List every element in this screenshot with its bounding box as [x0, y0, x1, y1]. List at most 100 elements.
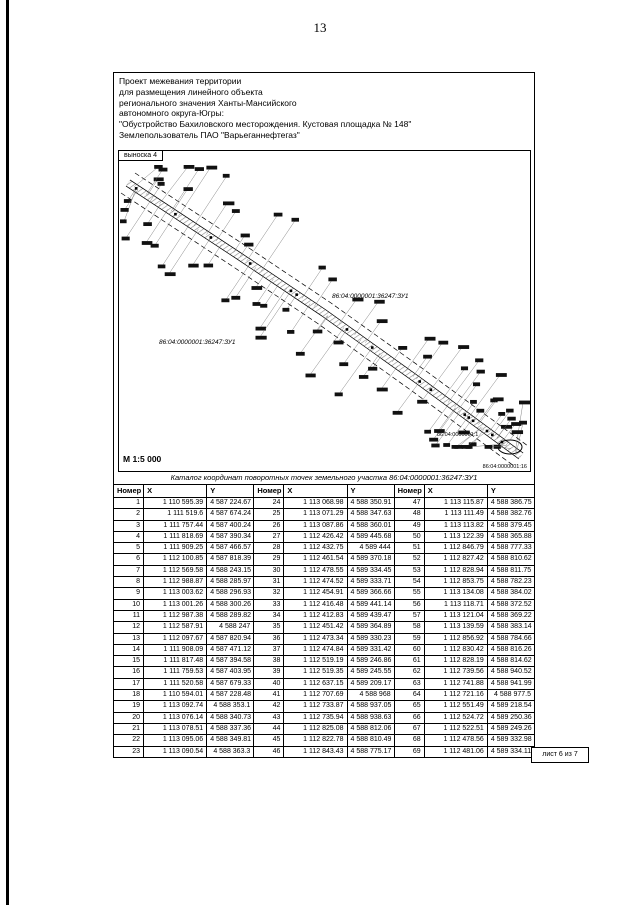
table-cell: 27 — [253, 530, 285, 544]
table-cell: 4 588 386.75 — [486, 496, 536, 510]
table-cell: 58 — [393, 621, 425, 634]
table-cell: 1 112 478.55 — [283, 564, 348, 578]
page-number: 13 — [313, 20, 327, 35]
table-cell: 4 588 349.81 — [206, 734, 255, 747]
table-cell: 36 — [253, 632, 285, 645]
table-cell: 1 112 451.42 — [283, 621, 348, 634]
table-cell: 46 — [253, 745, 285, 758]
table-cell: 4 588 363.3 — [206, 745, 255, 758]
table-cell: 39 — [253, 666, 285, 679]
table-cell: 1 112 481.06 — [423, 745, 488, 758]
table-cell: 4 588 814.62 — [486, 655, 536, 668]
table-cell: 67 — [393, 722, 425, 736]
table-cell: 45 — [253, 734, 285, 747]
table-cell: 4 588 968 — [346, 689, 395, 702]
table-cell: 8 — [112, 576, 145, 589]
table-cell: 1 112 707.69 — [283, 689, 348, 702]
column-header: Номер — [112, 484, 145, 498]
table-cell: 4 587 679.33 — [206, 677, 255, 691]
table-cell: 4 589 333.71 — [346, 576, 395, 589]
table-cell: 43 — [253, 711, 285, 724]
table-cell: 4 588 372.52 — [486, 598, 536, 611]
column-header: Y — [486, 484, 536, 498]
table-row: 10 1 113 001.26 4 588 300.26 33 1 112 416.48… — [112, 598, 536, 611]
table-cell: 4 589 364.89 — [346, 621, 395, 634]
table-cell: 1 111 909.25 — [143, 542, 208, 555]
table-cell: 1 112 432.75 — [283, 542, 348, 555]
survey-map: выноска 4 86:04:0000001:36247:ЗУ1 86:04:… — [118, 150, 531, 472]
table-cell: 38 — [253, 655, 285, 668]
table-cell: 4 588 379.45 — [486, 519, 536, 532]
table-cell: 44 — [253, 722, 285, 736]
table-cell: 22 — [112, 734, 145, 747]
table-cell: 26 — [253, 519, 285, 532]
table-cell: 4 589 249.26 — [486, 722, 536, 736]
table-cell: 1 112 733.87 — [283, 700, 348, 713]
table-cell: 16 — [112, 666, 145, 679]
table-cell: 1 112 461.54 — [283, 553, 348, 566]
table-cell: 4 588 784.66 — [486, 632, 536, 645]
adjacent-parcel-label: 86:04:0000001:16 — [482, 464, 527, 470]
table-cell: 18 — [112, 689, 145, 702]
table-cell: 4 589 334.11 — [486, 745, 536, 758]
table-cell: 4 587 400.24 — [206, 519, 255, 532]
table-cell: 4 587 471.12 — [206, 643, 255, 657]
document-frame: Проект межевания территории для размещен… — [112, 72, 536, 758]
table-cell: 14 — [112, 643, 145, 657]
table-cell: 1 112 843.43 — [283, 745, 348, 758]
table-cell: 7 — [112, 564, 145, 578]
table-cell: 1 112 416.48 — [283, 598, 348, 611]
table-row: 17 1 111 520.58 4 587 679.33 40 1 112 637.15… — [112, 677, 536, 691]
table-cell: 1 111 759.53 — [143, 666, 208, 679]
table-cell: 1 113 078.51 — [143, 722, 208, 736]
table-cell: 1 113 003.62 — [143, 587, 208, 600]
table-cell: 30 — [253, 564, 285, 578]
table-cell: 69 — [393, 745, 425, 758]
table-cell: 34 — [253, 609, 285, 623]
table-cell: 3 — [112, 519, 145, 532]
table-cell: 1 112 739.56 — [423, 666, 488, 679]
column-header: Номер — [253, 484, 285, 498]
table-cell: 4 588 816.26 — [486, 643, 536, 657]
table-cell: 29 — [253, 553, 285, 566]
table-cell: 21 — [112, 722, 145, 736]
table-cell: 1 112 853.75 — [423, 576, 488, 589]
table-row: 22 1 113 095.06 4 588 349.81 45 1 112 822.78… — [112, 734, 536, 747]
header-line: для размещения линейного объекта — [119, 86, 263, 97]
table-cell: 4 589 441.14 — [346, 598, 395, 611]
table-cell: 33 — [253, 598, 285, 611]
table-cell: 9 — [112, 587, 145, 600]
table-cell: 52 — [393, 553, 425, 566]
table-cell: 4 587 403.95 — [206, 666, 255, 679]
table-cell: 62 — [393, 666, 425, 679]
table-cell: 37 — [253, 643, 285, 657]
table-cell: 41 — [253, 689, 285, 702]
table-cell: 66 — [393, 711, 425, 724]
table-cell: 19 — [112, 700, 145, 713]
table-row: 14 1 111 908.09 4 587 471.12 37 1 112 474.84… — [112, 643, 536, 657]
table-cell: 1 112 825.08 — [283, 722, 348, 736]
table-cell: 1 113 111.49 — [423, 508, 488, 521]
table-cell: 4 588 775.17 — [346, 745, 395, 758]
table-cell: 1 112 100.85 — [143, 553, 208, 566]
table-cell: 4 589 209.17 — [346, 677, 395, 691]
table-cell: 47 — [393, 496, 425, 510]
header-line: Землепользователь ПАО "Варьеганнефтегаз" — [119, 129, 300, 140]
table-cell: 1 113 122.39 — [423, 530, 488, 544]
table-cell: 40 — [253, 677, 285, 691]
table-row: 19 1 113 092.74 4 588 353.1 42 1 112 733.87 4… — [112, 700, 536, 713]
table-cell: 31 — [253, 576, 285, 589]
table-cell: 4 588 289.82 — [206, 609, 255, 623]
table-cell: 4 — [112, 530, 145, 544]
table-cell: 1 112 478.56 — [423, 734, 488, 747]
table-cell: 1 112 830.42 — [423, 643, 488, 657]
table-cell: 1 112 828.94 — [423, 564, 488, 578]
table-cell: 42 — [253, 700, 285, 713]
table-cell: 4 587 390.34 — [206, 530, 255, 544]
